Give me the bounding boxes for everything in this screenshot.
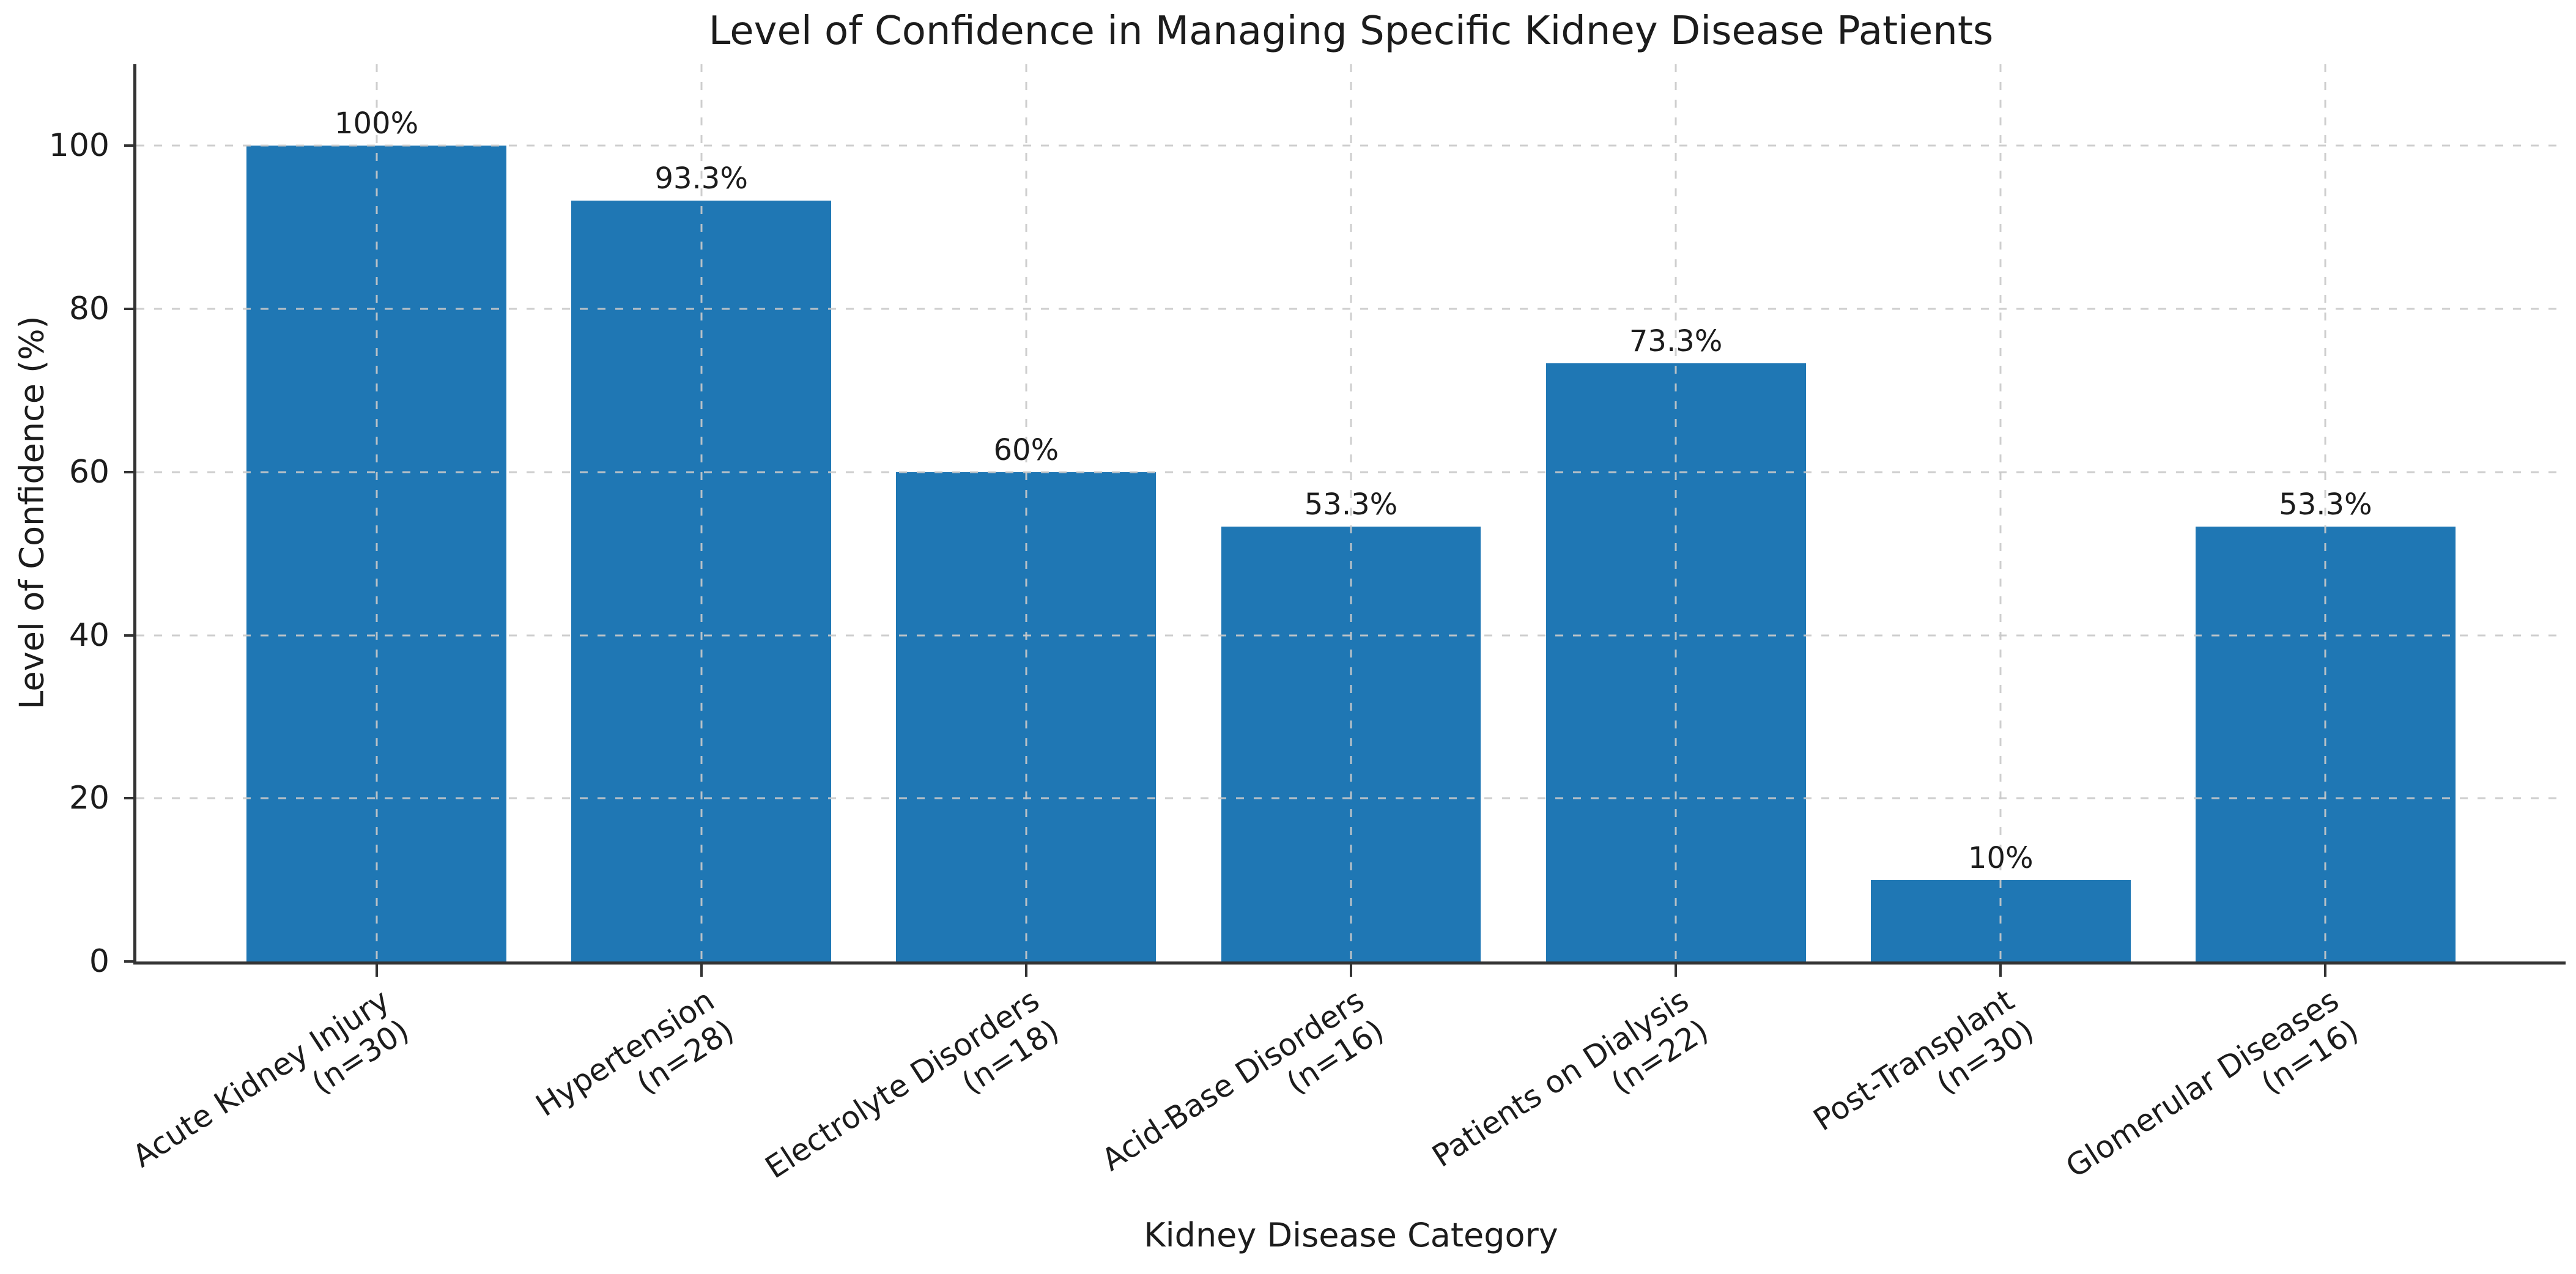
y-tick-label: 100: [48, 127, 109, 165]
bar-value-label: 60%: [993, 432, 1059, 467]
category-slot: 100% Acute Kidney Injury (n=30): [127, 64, 539, 1174]
bar-value-label: 53.3%: [1304, 487, 1398, 522]
category-name: Glomerular Diseases: [2059, 982, 2345, 1185]
category-slot: 60% Electrolyte Disorders (n=18): [759, 64, 1188, 1185]
vertical-gridline: [700, 64, 703, 961]
plot-area: 100% Acute Kidney Injury (n=30) 93.3% Hy…: [49, 64, 2566, 1185]
x-tick-mark: [1349, 965, 1352, 977]
x-tick-label: Post-Transplant (n=30): [1807, 982, 2040, 1169]
bar-value-label: 10%: [1967, 840, 2034, 875]
category-slot: 53.3% Acid-Base Disorders (n=16): [1095, 64, 1513, 1178]
bar-value-label: 100%: [334, 106, 419, 141]
bar-value-label: 73.3%: [1629, 324, 1723, 359]
y-axis-spine: [133, 64, 136, 965]
x-tick-mark: [1999, 965, 2002, 977]
x-tick-mark: [2324, 965, 2327, 977]
x-tick-label: Glomerular Diseases (n=16): [2059, 982, 2364, 1215]
x-tick-label: Acid-Base Disorders (n=16): [1095, 982, 1390, 1209]
category-slot: 73.3% Patients on Dialysis (n=22): [1426, 64, 1838, 1174]
y-tick-mark: [124, 470, 136, 473]
x-tick-mark: [700, 965, 703, 977]
y-tick-mark: [124, 308, 136, 311]
y-tick-mark: [124, 960, 136, 963]
y-tick-mark: [124, 144, 136, 147]
x-axis-title: Kidney Disease Category: [1144, 1216, 1558, 1254]
category-name: Electrolyte Disorders: [758, 982, 1046, 1186]
chart-title: Level of Confidence in Managing Specific…: [708, 9, 1994, 54]
x-tick-label: Acute Kidney Injury (n=30): [127, 982, 416, 1205]
bar-value-label: 93.3%: [654, 161, 748, 196]
y-tick-label: 80: [68, 291, 109, 328]
vertical-gridline: [1675, 64, 1677, 961]
x-tick-mark: [1675, 965, 1678, 977]
bar-value-label: 53.3%: [2279, 487, 2372, 522]
x-tick-label: Electrolyte Disorders (n=18): [759, 982, 1065, 1217]
y-axis-ticks: 0 20 40 60 80 100: [49, 64, 2566, 977]
y-tick-label: 40: [68, 617, 109, 654]
category-slot: 53.3% Glomerular Diseases (n=16): [2059, 64, 2488, 1185]
x-tick-mark: [375, 965, 378, 977]
y-tick-mark: [124, 797, 136, 800]
vertical-gridline: [376, 64, 378, 961]
category-slot: 93.3% Hypertension (n=28): [530, 64, 864, 1124]
vertical-gridline: [2324, 64, 2326, 961]
category-slot: 10% Post-Transplant (n=30): [1807, 64, 2163, 1138]
bars-row: 100% Acute Kidney Injury (n=30) 93.3% Hy…: [127, 64, 2566, 1185]
x-tick-label: Hypertension (n=28): [530, 982, 741, 1154]
y-tick-label: 0: [89, 943, 109, 980]
x-axis-spine: [133, 961, 2566, 965]
x-tick-mark: [1024, 965, 1027, 977]
y-tick-label: 60: [68, 453, 109, 491]
y-tick-label: 20: [68, 780, 109, 817]
vertical-gridline: [1025, 64, 1027, 961]
x-tick-label: Patients on Dialysis (n=22): [1426, 982, 1715, 1205]
y-tick-mark: [124, 634, 136, 637]
vertical-gridline: [1350, 64, 1352, 961]
vertical-gridline: [1999, 64, 2002, 961]
y-axis-title: Level of Confidence (%): [12, 316, 51, 709]
